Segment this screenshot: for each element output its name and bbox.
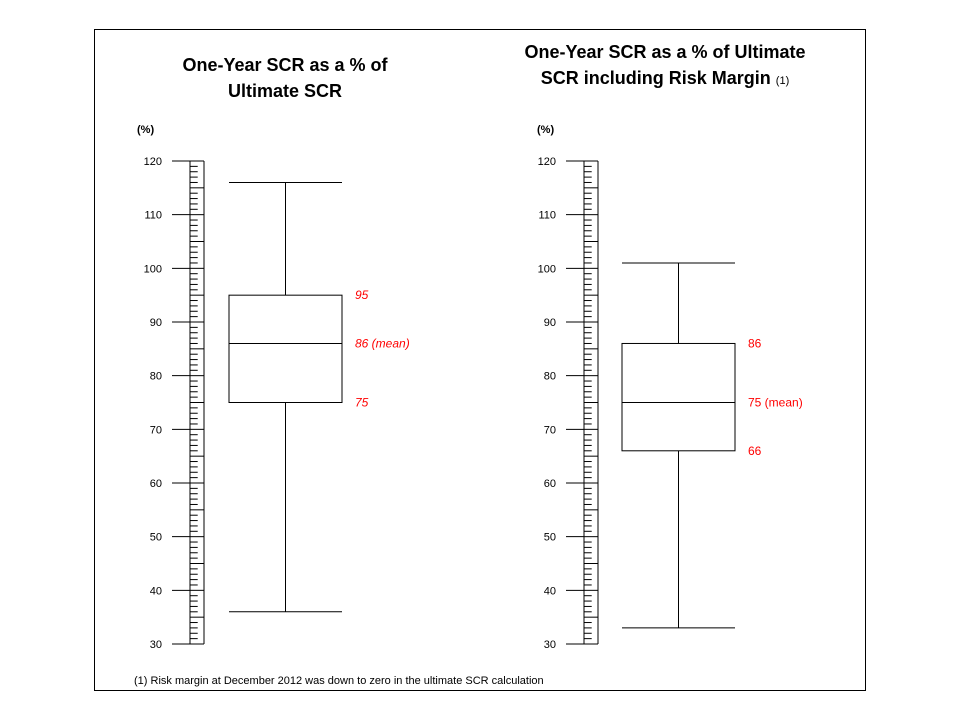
right-box: [621, 342, 736, 452]
left-chart-title: One-Year SCR as a % of Ultimate SCR: [150, 52, 420, 104]
left-unit-label: (%): [137, 124, 155, 136]
left-q3-label: 95: [355, 288, 369, 302]
left-boxplot: 30 40 50 60 70 80 90 100 110 120 95 86 (mean) 75: [144, 156, 410, 651]
right-y-tick-label: 90: [544, 317, 556, 329]
footnote: (1) Risk margin at December 2012 was dow…: [134, 675, 544, 687]
right-y-tick-label: 80: [544, 371, 556, 383]
right-chart-title: One-Year SCR as a % of Ultimate SCR incl…: [520, 39, 810, 94]
right-chart-title-footnote-ref: (1): [775, 75, 790, 87]
right-y-tick-label: 40: [544, 585, 556, 597]
right-y-tick-label: 60: [544, 478, 556, 490]
left-box: [228, 294, 343, 403]
left-q1-label: 75: [355, 396, 369, 410]
chart-frame: [94, 29, 866, 691]
left-y-tick-label: 70: [150, 424, 162, 436]
left-chart-title-text: One-Year SCR as a % of Ultimate SCR: [182, 55, 388, 101]
right-y-tick-label: 100: [538, 263, 556, 275]
right-y-tick-label: 110: [538, 210, 556, 222]
left-y-tick-label: 120: [144, 156, 162, 168]
right-median-label: 75 (mean): [748, 396, 803, 410]
right-boxplot: 30 40 50 60 70 80 90 100 110 120 86 75 (mean) 66: [538, 156, 803, 651]
right-y-tick-label: 50: [544, 532, 556, 544]
right-q3-label: 86: [748, 336, 762, 350]
left-median-label: 86 (mean): [355, 336, 410, 350]
right-unit-label: (%): [537, 124, 555, 136]
left-y-tick-label: 110: [144, 210, 162, 222]
right-y-tick-label: 120: [538, 156, 556, 168]
left-y-tick-label: 80: [150, 371, 162, 383]
left-y-tick-label: 50: [150, 532, 162, 544]
left-y-tick-label: 90: [150, 317, 162, 329]
right-q1-label: 66: [748, 444, 762, 458]
right-y-tick-label: 30: [544, 639, 556, 651]
left-y-tick-label: 100: [144, 263, 162, 275]
left-y-tick-label: 40: [150, 585, 162, 597]
right-y-tick-label: 70: [544, 424, 556, 436]
left-y-tick-label: 60: [150, 478, 162, 490]
left-y-tick-label: 30: [150, 639, 162, 651]
right-chart-title-text: One-Year SCR as a % of Ultimate SCR incl…: [524, 42, 806, 88]
